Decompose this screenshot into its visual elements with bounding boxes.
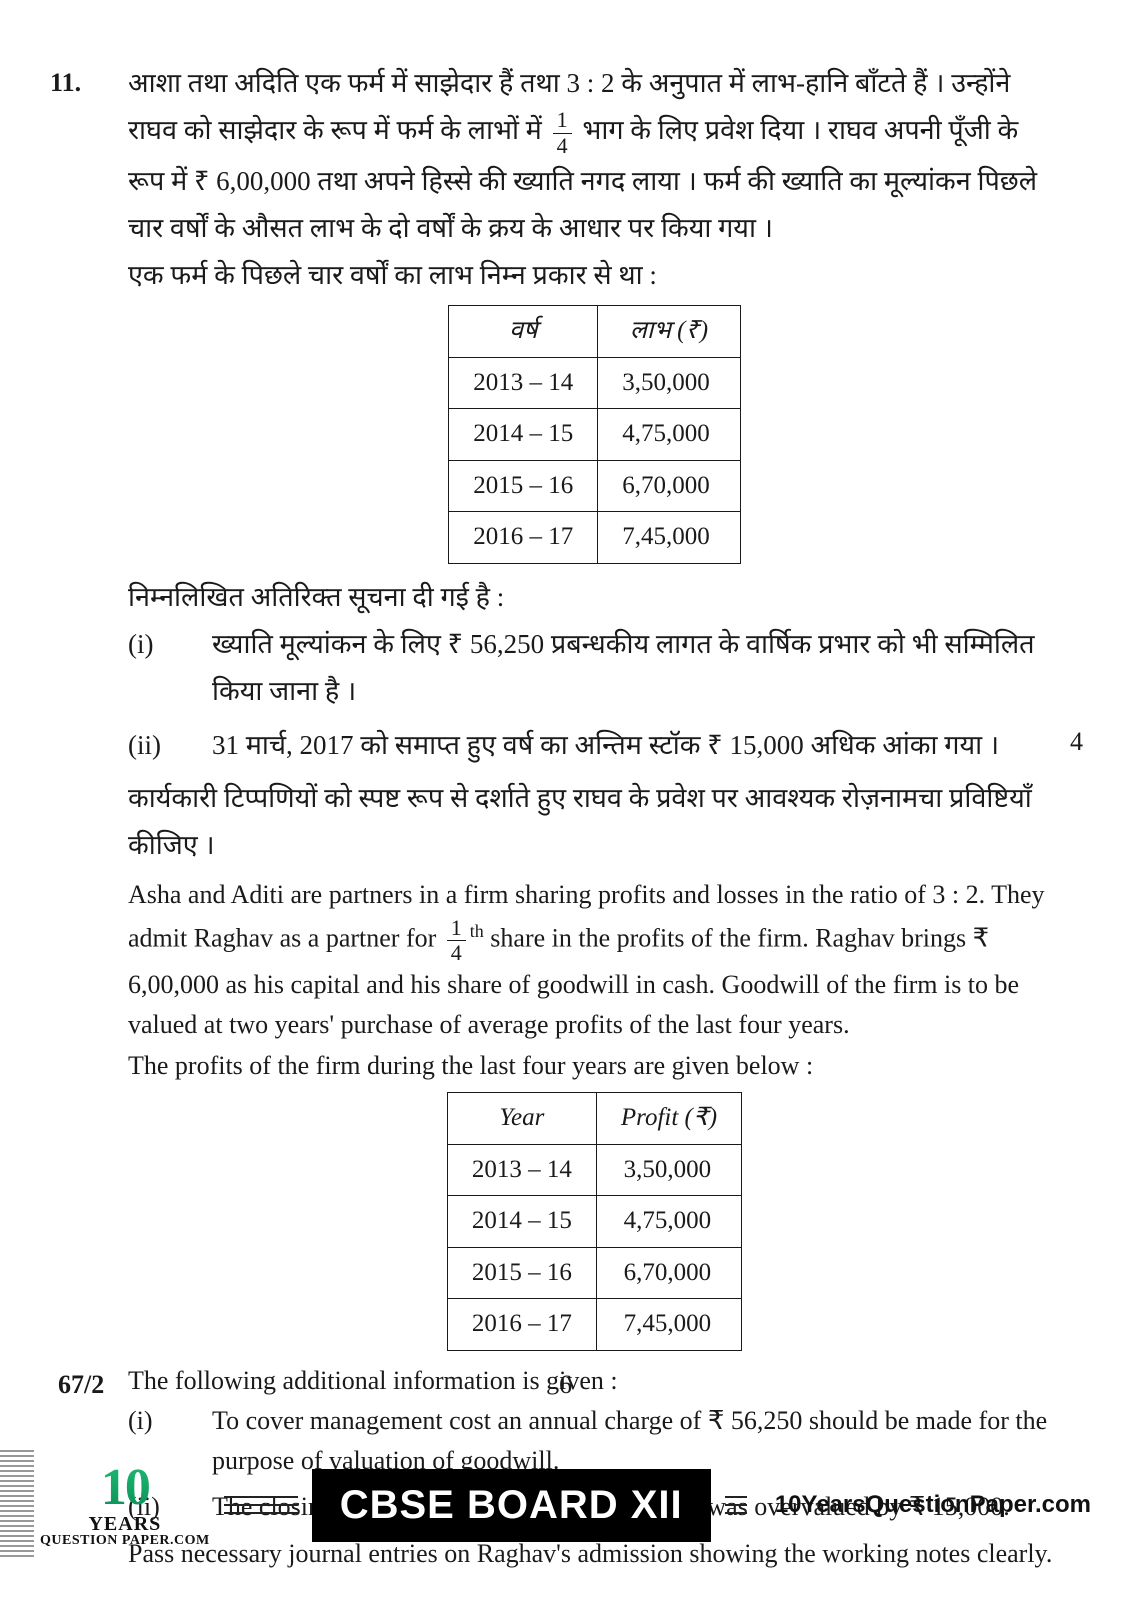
bottom-banner: 10 YEARS QUESTION PAPER.COM CBSE BOARD X… [0, 1450, 1131, 1560]
logo-ten: 10 [101, 1462, 149, 1514]
hindi-ii-text: 31 मार्च, 2017 को समाप्त हुए वर्ष का अन्… [212, 722, 999, 769]
frac-den-e: 4 [447, 941, 466, 965]
cell-profit: 7,45,000 [596, 1299, 741, 1351]
th-year-hi: वर्ष [449, 306, 598, 358]
cell-profit: 6,70,000 [596, 1247, 741, 1299]
hindi-table-wrap: वर्ष लाभ (₹) 2013 – 143,50,000 2014 – 15… [128, 305, 1061, 564]
table-row: 2014 – 154,75,000 [449, 409, 741, 461]
hindi-profit-table: वर्ष लाभ (₹) 2013 – 143,50,000 2014 – 15… [448, 305, 741, 564]
cell-profit: 6,70,000 [598, 460, 741, 512]
cell-profit: 4,75,000 [596, 1196, 741, 1248]
table-row: 2015 – 166,70,000 [449, 460, 741, 512]
cell-year: 2016 – 17 [449, 512, 598, 564]
table-row: 2016 – 177,45,000 [447, 1299, 741, 1351]
board-label: CBSE BOARD XII [312, 1469, 711, 1542]
cell-profit: 7,45,000 [598, 512, 741, 564]
cell-year: 2016 – 17 [447, 1299, 596, 1351]
th-year-en: Year [447, 1093, 596, 1145]
roman-i: (i) [128, 621, 188, 716]
frac-suffix: th [470, 921, 484, 941]
table-row: 2015 – 166,70,000 [447, 1247, 741, 1299]
hindi-para2: एक फर्म के पिछले चार वर्षों का लाभ निम्न… [128, 252, 1061, 299]
cell-year: 2014 – 15 [449, 409, 598, 461]
site-url: 10YearsQuestionPaper.com [775, 1491, 1091, 1519]
frac-den: 4 [553, 134, 572, 158]
question-number: 11. [50, 68, 100, 1574]
logo-10years: 10 YEARS QUESTION PAPER.COM [40, 1462, 210, 1548]
hindi-i-text: ख्याति मूल्यांकन के लिए ₹ 56,250 प्रबन्ध… [212, 621, 1061, 716]
table-row: 2016 – 177,45,000 [449, 512, 741, 564]
cell-year: 2013 – 14 [449, 357, 598, 409]
hindi-sublist: (i) ख्याति मूल्यांकन के लिए ₹ 56,250 प्र… [128, 621, 1061, 769]
cell-year: 2015 – 16 [449, 460, 598, 512]
table-row: 2013 – 143,50,000 [447, 1144, 741, 1196]
english-para2: The profits of the firm during the last … [128, 1046, 1061, 1086]
page-footer: 67/2 6 [0, 1370, 1131, 1400]
fraction-eng: 1 4 [447, 916, 466, 965]
hindi-addinfo-head: निम्नलिखित अतिरिक्त सूचना दी गई है : [128, 574, 1061, 621]
english-profit-table: Year Profit (₹) 2013 – 143,50,000 2014 –… [447, 1092, 742, 1351]
banner-lines-right [725, 1496, 747, 1514]
th-profit-hi: लाभ (₹) [598, 306, 741, 358]
hindi-para3: कार्यकारी टिप्पणियों को स्पष्ट रूप से दर… [128, 775, 1061, 870]
page-number: 6 [559, 1370, 572, 1400]
english-para1: Asha and Aditi are partners in a firm sh… [128, 875, 1061, 1045]
cell-profit: 3,50,000 [598, 357, 741, 409]
question-marks: 4 [1070, 720, 1083, 764]
roman-ii: (ii) [128, 722, 188, 769]
banner-lines-left [224, 1496, 298, 1514]
frac-num: 1 [553, 108, 572, 133]
frac-num-e: 1 [447, 916, 466, 941]
fraction-hindi: 1 4 [553, 108, 572, 157]
hindi-para1: आशा तथा अदिति एक फर्म में साझेदार हैं तथ… [128, 60, 1061, 252]
cell-year: 2014 – 15 [447, 1196, 596, 1248]
th-profit-en: Profit (₹) [596, 1093, 741, 1145]
table-row: 2014 – 154,75,000 [447, 1196, 741, 1248]
cell-profit: 4,75,000 [598, 409, 741, 461]
question-block: 11. आशा तथा अदिति एक फर्म में साझेदार है… [50, 60, 1061, 1574]
hindi-sub-i: (i) ख्याति मूल्यांकन के लिए ₹ 56,250 प्र… [128, 621, 1061, 716]
logo-years: YEARS [88, 1514, 161, 1534]
cell-profit: 3,50,000 [596, 1144, 741, 1196]
hindi-sub-ii: (ii) 31 मार्च, 2017 को समाप्त हुए वर्ष क… [128, 722, 1061, 769]
paper-code: 67/2 [58, 1370, 104, 1400]
logo-qp: QUESTION PAPER.COM [40, 1534, 210, 1548]
english-table-wrap: Year Profit (₹) 2013 – 143,50,000 2014 –… [128, 1092, 1061, 1351]
cell-year: 2013 – 14 [447, 1144, 596, 1196]
table-row: 2013 – 143,50,000 [449, 357, 741, 409]
question-body: आशा तथा अदिति एक फर्म में साझेदार हैं तथ… [128, 60, 1061, 1574]
cell-year: 2015 – 16 [447, 1247, 596, 1299]
